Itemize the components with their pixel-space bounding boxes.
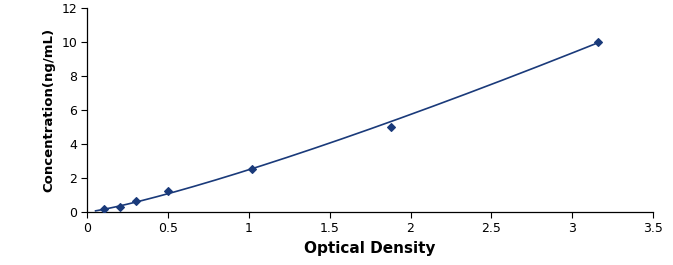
Y-axis label: Concentration(ng/mL): Concentration(ng/mL) <box>42 28 56 192</box>
X-axis label: Optical Density: Optical Density <box>304 241 436 256</box>
